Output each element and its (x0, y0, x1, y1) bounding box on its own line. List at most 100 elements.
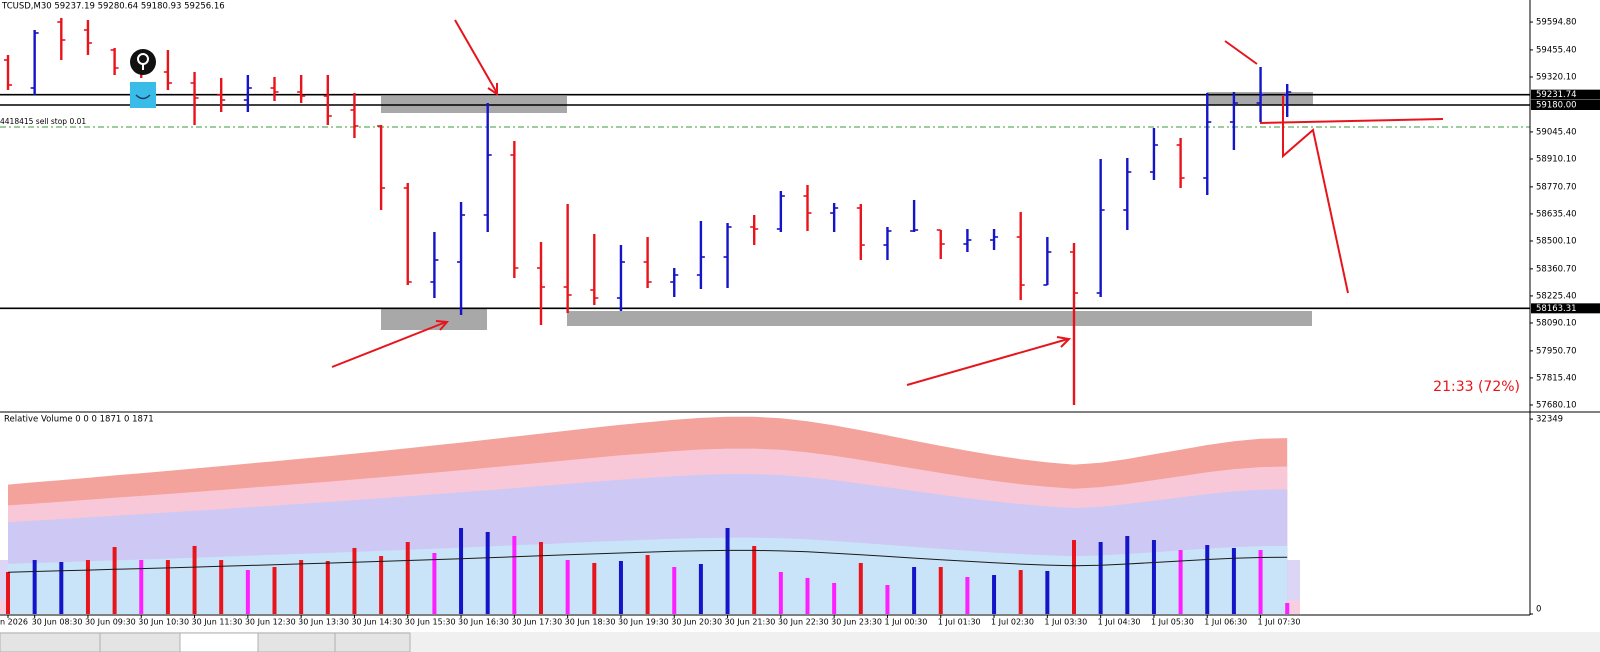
x-tick-label: 30 Jun 15:30 (405, 618, 456, 627)
x-tick-label: 30 Jun 11:30 (192, 618, 243, 627)
y-tick-label: 57950.70 (1536, 346, 1577, 356)
volume-bar (379, 555, 384, 614)
volume-bar (85, 560, 90, 614)
y-tick-label: 59594.80 (1536, 18, 1577, 28)
volume-bar (645, 555, 650, 614)
volume-bar (885, 585, 890, 614)
volume-bar (992, 575, 997, 614)
volume-bar (1098, 542, 1103, 614)
arrow-head (435, 320, 450, 331)
drawn-line (1259, 118, 1444, 124)
arrow-head (487, 83, 498, 96)
y-tick-label: 58770.70 (1536, 182, 1577, 192)
volume-bar (1178, 550, 1183, 614)
level-tag (1531, 89, 1600, 100)
countdown: 21:33 (72%) (1433, 379, 1520, 395)
level-tag-label: 59180.00 (1536, 101, 1577, 111)
drawings (331, 19, 1444, 386)
volume-bar (778, 572, 783, 614)
y-tick-label: 58910.10 (1536, 154, 1577, 164)
y-tick-label: 58090.10 (1536, 318, 1577, 328)
x-tick-label: 30 Jun 23:30 (831, 618, 882, 627)
drawn-line (1282, 95, 1349, 294)
volume-title: Relative Volume 0 0 0 1871 0 1871 (4, 415, 154, 425)
pen-icon (130, 49, 156, 75)
x-tick-label: 30 Jun 22:30 (778, 618, 829, 627)
volume-bar (592, 562, 597, 614)
x-tick-label: 30 Jun 12:30 (245, 618, 296, 627)
y-tick-label: 58225.40 (1536, 291, 1577, 301)
tab[interactable] (334, 632, 411, 652)
labels: 59594.80 59455.40 59320.10 59045.40 58910.10… (0, 18, 1600, 627)
y-tick-label: 58360.70 (1536, 264, 1577, 274)
volume-bar (912, 567, 917, 614)
volume-bar (1231, 547, 1236, 614)
x-tick-label: 30 Jun 13:30 (298, 618, 349, 627)
volume-bar (6, 572, 10, 614)
volume-bar (299, 560, 304, 614)
x-tick-label: 30 Jun 21:30 (725, 618, 776, 627)
tab[interactable] (257, 632, 336, 652)
x-tick-label: 30 Jun 09:30 (85, 618, 136, 627)
y-tick-label: 57815.40 (1536, 373, 1577, 383)
zone (567, 311, 1312, 326)
volume-bar (165, 560, 170, 614)
x-tick-label: 1 Jul 07:30 (1258, 618, 1301, 627)
volume-bar (565, 560, 570, 614)
volume-bar (618, 560, 623, 614)
y-tick-label: 58635.40 (1536, 209, 1577, 219)
volume-bar (672, 567, 677, 614)
x-tick-label: 1 Jul 05:30 (1151, 618, 1194, 627)
volume-bar (219, 560, 224, 614)
y-tick-label: 57680.10 (1536, 400, 1577, 410)
x-tick-label: 1 Jul 02:30 (991, 618, 1034, 627)
volume-bar (1045, 570, 1050, 614)
volume-bar (459, 527, 464, 614)
chart-header: TCUSD,M30 59237.19 59280.64 59180.93 592… (1, 2, 225, 12)
x-tick-label: 30 Jun 14:30 (351, 618, 402, 627)
x-tick-label: 30 Jun 18:30 (565, 618, 616, 627)
tab[interactable] (99, 632, 181, 652)
volume-bar (485, 532, 490, 614)
y-tick-label: 59320.10 (1536, 72, 1577, 82)
volume-bar (539, 542, 543, 614)
y-tick-label: 32349 (1536, 415, 1563, 425)
volume-bar (32, 560, 37, 614)
x-tick-label: 30 Jun 2026 (0, 618, 28, 627)
arrow (1224, 40, 1258, 65)
y-tick-label: 59455.40 (1536, 45, 1577, 55)
volume-bar (59, 562, 64, 614)
arrow-head (1056, 336, 1072, 348)
volume-bar (725, 527, 730, 614)
arrow (331, 321, 447, 368)
volume-bar (1072, 540, 1076, 614)
volume-bar (965, 577, 970, 614)
marks (0, 18, 1530, 614)
order-label: 4418415 sell stop 0.01 (0, 117, 86, 126)
smile-icon (135, 94, 151, 100)
volume-bar (272, 567, 277, 614)
tab-strip (0, 632, 1600, 652)
volume-bar (1258, 550, 1263, 614)
volume-bar (1018, 570, 1023, 614)
volume-bar (858, 562, 863, 614)
tool-icons (130, 49, 156, 108)
volume-bar (192, 545, 197, 614)
level-tag (1531, 100, 1600, 110)
tab-active[interactable] (179, 632, 259, 652)
tab[interactable] (0, 632, 101, 652)
volume-average (7, 549, 1288, 573)
arrow (906, 338, 1069, 386)
volume-bar (752, 545, 757, 614)
x-tick-label: 1 Jul 01:30 (938, 618, 981, 627)
volume-bar (1285, 602, 1290, 614)
volume-bar (245, 570, 250, 614)
volume-bar (512, 535, 517, 614)
volume-bar (832, 582, 837, 614)
volume-bar (698, 564, 703, 614)
level-tag (1531, 303, 1600, 314)
arrow (454, 19, 498, 94)
x-tick-label: 1 Jul 03:30 (1044, 618, 1087, 627)
volume-bar (112, 547, 117, 614)
x-tick-label: 1 Jul 04:30 (1098, 618, 1141, 627)
